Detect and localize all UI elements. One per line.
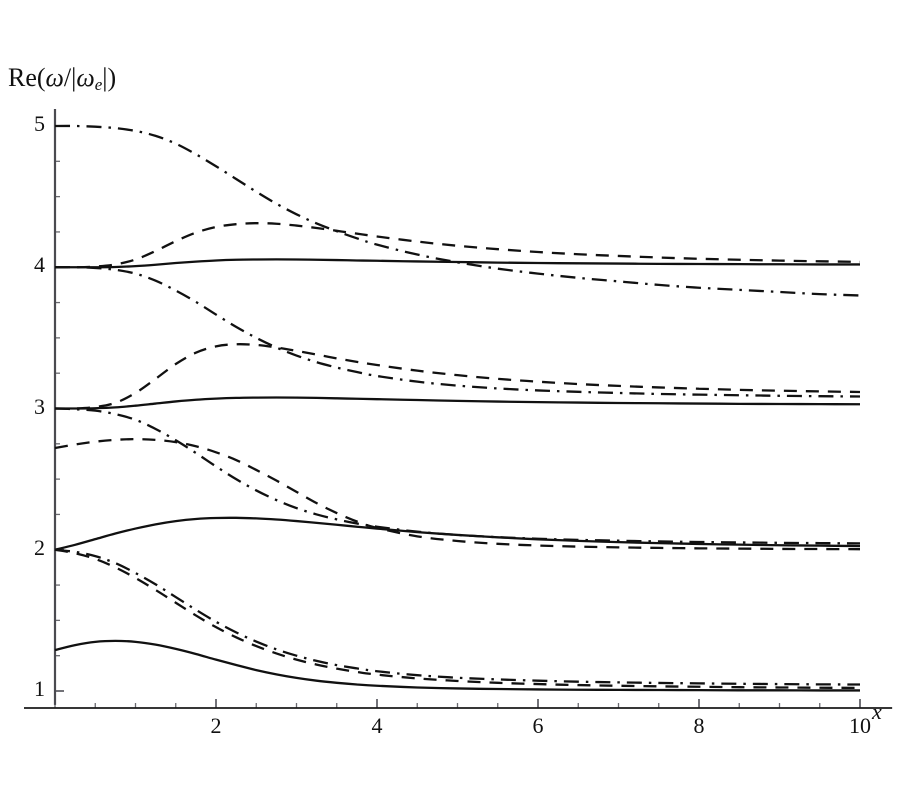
tick-marks	[54, 125, 861, 708]
curve-5	[54, 396, 861, 410]
curve-9	[54, 548, 861, 686]
data-curves	[54, 124, 861, 692]
x-tick-label: 4	[371, 713, 383, 738]
y-tick-label: 1	[34, 676, 45, 701]
curve-10	[54, 548, 861, 690]
y-axis-label: Re(ω/|ωe|)	[8, 63, 116, 95]
x-tick-label: 10	[849, 713, 871, 738]
axis-lines	[24, 109, 893, 709]
y-tick-label: 2	[34, 534, 45, 560]
curve-4	[54, 343, 861, 410]
curve-1	[54, 222, 861, 269]
curve-8	[54, 516, 861, 551]
x-axis-label: x	[872, 699, 882, 724]
curve-3	[54, 266, 861, 398]
curve-0	[54, 124, 861, 297]
x-tick-label: 6	[532, 713, 544, 738]
x-tick-label: 2	[210, 713, 222, 738]
x-tick-label: 8	[693, 713, 705, 738]
curve-2	[55, 258, 861, 269]
y-axis-label-text: Re(ω/|ωe|)	[8, 63, 117, 94]
curve-6	[54, 407, 861, 545]
y-tick-label: 4	[34, 252, 45, 278]
y-tick-label: 5	[34, 111, 45, 136]
curve-11	[54, 639, 861, 692]
curve-7	[54, 437, 861, 551]
y-tick-label: 3	[34, 393, 45, 419]
